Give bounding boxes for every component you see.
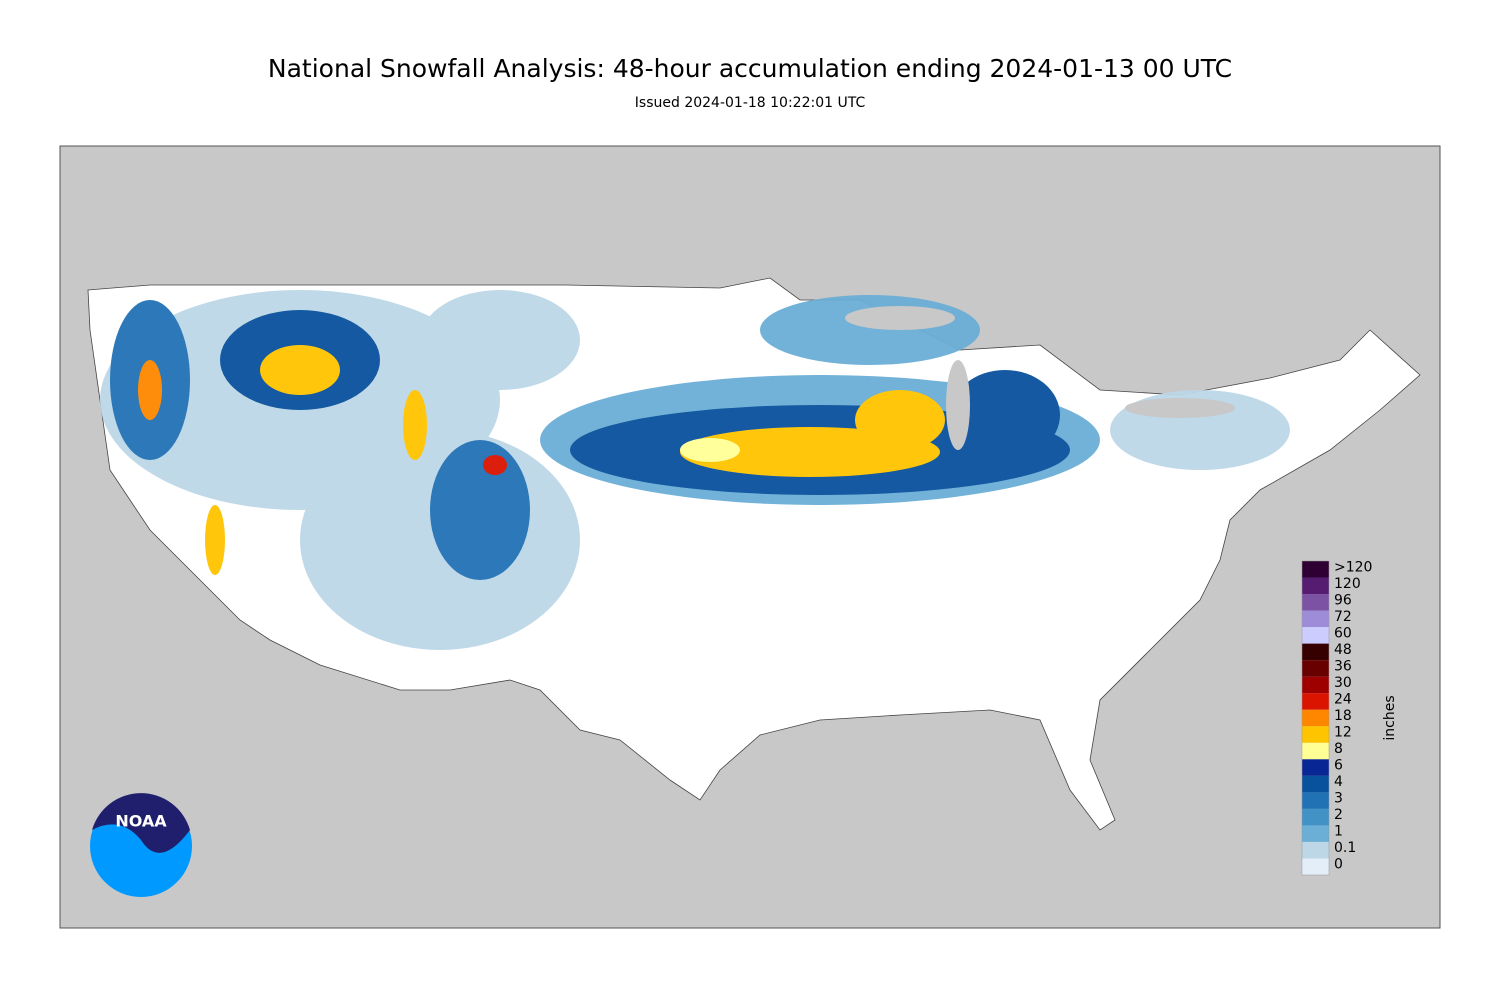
legend-label: 0.1 bbox=[1334, 840, 1356, 856]
legend-swatch bbox=[1302, 577, 1329, 595]
legend-label: 2 bbox=[1334, 807, 1343, 823]
legend-swatch bbox=[1302, 858, 1329, 875]
subtitle: Issued 2024-01-18 10:22:01 UTC bbox=[635, 95, 866, 111]
legend-label: 30 bbox=[1334, 675, 1352, 691]
legend-swatch bbox=[1302, 643, 1329, 661]
snow-area bbox=[855, 390, 945, 450]
legend-label: 24 bbox=[1334, 691, 1352, 707]
legend-label: 120 bbox=[1334, 576, 1361, 592]
snow-area bbox=[403, 390, 427, 460]
legend-label: 8 bbox=[1334, 741, 1343, 757]
lake-michigan bbox=[946, 360, 970, 450]
legend-label: 18 bbox=[1334, 708, 1352, 724]
title: National Snowfall Analysis: 48-hour accu… bbox=[268, 54, 1232, 83]
legend-swatch bbox=[1302, 792, 1329, 809]
legend-swatch bbox=[1302, 594, 1329, 611]
legend-swatch bbox=[1302, 759, 1329, 776]
map bbox=[59, 145, 1441, 929]
logo-top bbox=[92, 793, 190, 853]
lake-erie-ontario bbox=[1125, 398, 1235, 418]
legend-swatch bbox=[1302, 660, 1329, 677]
snow-cover bbox=[100, 290, 1290, 650]
legend-label: 3 bbox=[1334, 791, 1343, 807]
legend-label: 48 bbox=[1334, 642, 1352, 658]
legend-label: 6 bbox=[1334, 758, 1343, 774]
legend-label: 4 bbox=[1334, 774, 1343, 790]
legend-swatch bbox=[1302, 841, 1329, 859]
snow-area bbox=[483, 455, 507, 475]
snow-area bbox=[138, 360, 162, 420]
legend-swatch bbox=[1302, 825, 1329, 842]
legend-swatch bbox=[1302, 709, 1329, 727]
legend-label: >120 bbox=[1334, 559, 1372, 575]
legend-label: 36 bbox=[1334, 658, 1352, 674]
legend-label: 12 bbox=[1334, 725, 1352, 741]
snow-area bbox=[420, 290, 580, 390]
snow-area bbox=[430, 440, 530, 580]
legend-swatch bbox=[1302, 742, 1329, 760]
legend-border bbox=[1301, 560, 1330, 876]
snow-area bbox=[760, 295, 980, 365]
legend-swatch bbox=[1302, 808, 1329, 826]
legend-swatch bbox=[1302, 775, 1329, 793]
legend-swatch bbox=[1302, 561, 1329, 578]
legend-label: 96 bbox=[1334, 592, 1352, 608]
legend-label: 0 bbox=[1334, 857, 1343, 873]
legend-swatch bbox=[1302, 627, 1329, 644]
legend-unit: inches bbox=[1382, 695, 1398, 740]
snow-area bbox=[950, 370, 1060, 460]
legend-label: 72 bbox=[1334, 609, 1352, 625]
legend-swatch bbox=[1302, 693, 1329, 710]
legend-label: 60 bbox=[1334, 625, 1352, 641]
snow-area bbox=[260, 345, 340, 395]
legend-swatch bbox=[1302, 676, 1329, 694]
snow-area bbox=[680, 438, 740, 462]
noaa-logo: NOAA bbox=[90, 793, 192, 897]
logo-text: NOAA bbox=[115, 812, 167, 831]
lake-superior bbox=[845, 306, 955, 330]
legend-swatch bbox=[1302, 610, 1329, 628]
legend-label: 1 bbox=[1334, 824, 1343, 840]
snow-area bbox=[205, 505, 225, 575]
legend-swatch bbox=[1302, 726, 1329, 743]
